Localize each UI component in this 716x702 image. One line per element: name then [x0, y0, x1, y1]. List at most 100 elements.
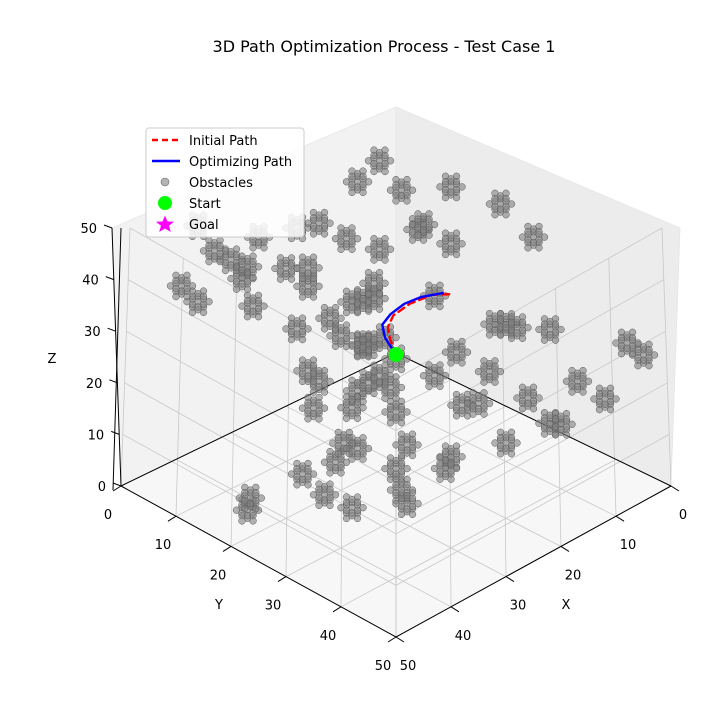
obstacle-point — [221, 266, 230, 275]
x-tick-mark — [450, 606, 460, 613]
obstacle-point — [606, 405, 615, 414]
obstacle-point — [513, 329, 521, 337]
x-tick-label: 0 — [679, 508, 687, 523]
obstacle-point — [491, 195, 499, 203]
obstacle-point — [370, 373, 378, 382]
obstacle-point — [309, 274, 318, 283]
obstacle-point — [408, 510, 417, 519]
obstacle-point — [441, 177, 450, 186]
obstacle-point — [502, 444, 510, 452]
obstacle-point — [293, 481, 301, 489]
obstacle-point — [309, 214, 318, 222]
obstacle-point — [287, 335, 296, 344]
obstacle-point — [414, 231, 422, 239]
obstacle-point — [518, 389, 527, 397]
obstacle-point — [502, 195, 510, 203]
obstacle-point — [408, 435, 417, 444]
z-tick-mark — [109, 379, 118, 384]
y-tick-label: 40 — [320, 629, 337, 644]
obstacle-point — [634, 362, 642, 370]
obstacle-point — [243, 297, 252, 305]
obstacles — [166, 146, 659, 525]
obstacle-point — [370, 256, 378, 264]
obstacle-point — [447, 343, 455, 351]
obstacle-point — [348, 188, 356, 197]
x-axis-label: X — [562, 598, 571, 613]
obstacle-point — [304, 415, 312, 423]
obstacle-point — [194, 303, 202, 311]
obstacle-point — [447, 475, 455, 483]
obstacle-point — [298, 274, 307, 283]
z-tick-mark — [107, 327, 116, 332]
obstacle-point — [309, 361, 318, 370]
obstacle-point — [342, 498, 351, 507]
obstacle-point — [331, 309, 340, 317]
obstacle-point — [425, 366, 433, 374]
obstacle-point — [579, 372, 587, 380]
obstacle-point — [436, 382, 444, 390]
obstacle-point — [403, 505, 411, 513]
y-tick-label: 0 — [104, 508, 112, 523]
obstacle-point — [485, 373, 494, 381]
obstacle-point — [392, 181, 400, 189]
obstacle-point — [414, 215, 422, 223]
obstacle-point — [375, 305, 384, 313]
legend-optimizing-path: Optimizing Path — [189, 155, 292, 170]
grid-line-left-wall-vertical — [120, 227, 131, 487]
grid-line-floor-x — [285, 405, 562, 547]
obstacle-point — [304, 269, 312, 277]
obstacle-point — [370, 240, 378, 248]
obstacle-point — [353, 183, 362, 191]
obstacle-point — [260, 244, 268, 252]
legend-obstacles-swatch — [160, 177, 170, 187]
y-tick-mark — [332, 606, 342, 613]
obstacle-point — [645, 362, 653, 370]
obstacle-point — [485, 331, 494, 339]
obstacle-point — [551, 415, 560, 423]
obstacle-point — [298, 335, 307, 344]
obstacle-point — [408, 451, 417, 460]
obstacle-point — [348, 409, 356, 417]
obstacle-point — [480, 394, 488, 402]
obstacle-point — [359, 335, 367, 344]
obstacle-point — [276, 259, 285, 267]
obstacle-point — [304, 399, 312, 407]
grid-line-floor-x — [340, 379, 617, 517]
obstacle-point — [507, 434, 516, 442]
obstacle-point — [579, 388, 587, 396]
obstacle-point — [172, 292, 180, 301]
obstacle-point — [480, 410, 488, 418]
obstacle-point — [480, 378, 488, 386]
obstacle-point — [364, 274, 373, 282]
obstacle-point — [320, 372, 329, 380]
y-tick-mark — [277, 576, 287, 583]
obstacle-point — [320, 496, 329, 504]
obstacle-point — [430, 297, 439, 305]
obstacle-point — [304, 372, 312, 380]
obstacle-point — [397, 365, 406, 374]
obstacle-point — [331, 325, 340, 333]
obstacle-point — [320, 309, 329, 317]
obstacle-point — [364, 290, 373, 298]
obstacle-point — [205, 241, 213, 250]
obstacle-point — [408, 236, 417, 244]
obstacle-point — [485, 315, 494, 323]
x-tick-mark — [670, 485, 680, 492]
obstacle-point — [601, 400, 609, 408]
legend-start-swatch — [158, 196, 172, 210]
obstacle-point — [293, 465, 301, 473]
obstacle-point — [507, 318, 516, 326]
obstacle-point — [535, 228, 543, 236]
obstacle-point — [397, 494, 406, 503]
obstacle-point — [557, 425, 565, 434]
obstacle-point — [452, 177, 461, 186]
obstacle-point — [342, 292, 351, 301]
obstacle-point — [309, 258, 318, 267]
obstacle-point — [540, 430, 549, 438]
obstacle-point — [298, 361, 307, 370]
obstacle-point — [480, 362, 488, 370]
z-tick-mark — [103, 224, 113, 229]
obstacle-point — [430, 377, 439, 385]
obstacle-point — [348, 229, 356, 237]
obstacle-point — [337, 337, 345, 345]
